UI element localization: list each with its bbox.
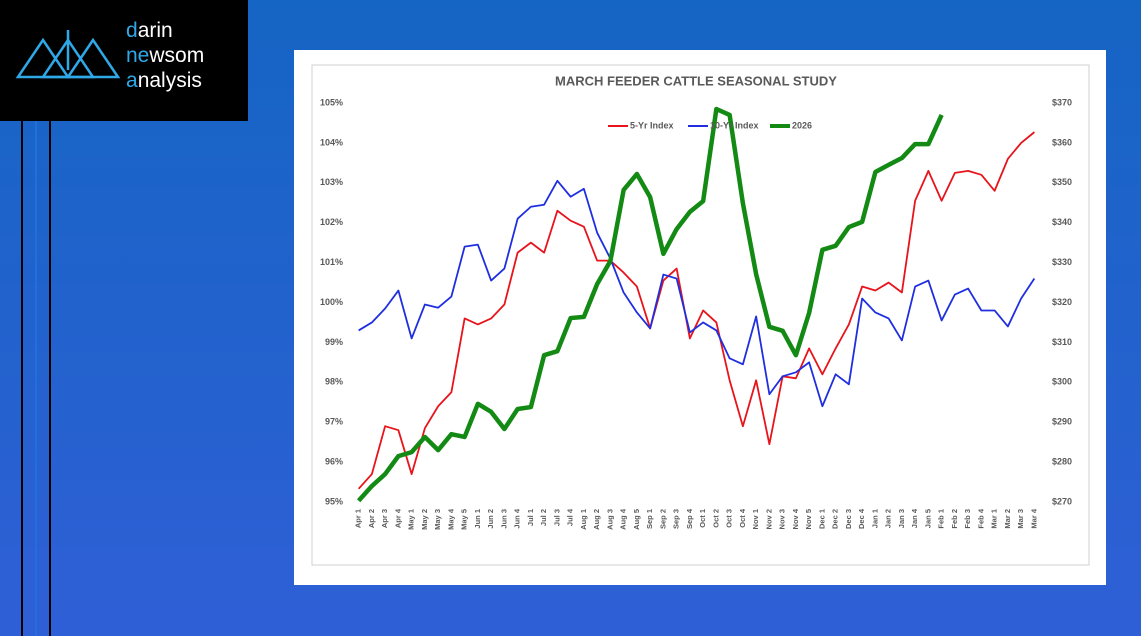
y2-tick-label: $330 — [1052, 257, 1072, 267]
logo-word: ne — [126, 44, 150, 67]
x-tick-label: Mar 1 — [990, 509, 999, 529]
x-tick-label: Oct 1 — [698, 509, 707, 528]
series-line — [356, 106, 944, 503]
x-tick-label: Jul 1 — [526, 509, 535, 526]
y2-tick-label: $300 — [1052, 377, 1072, 387]
x-tick-label: Aug 1 — [579, 509, 588, 530]
legend-label: 2026 — [792, 120, 812, 130]
x-tick-label: Aug 3 — [605, 509, 614, 530]
x-tick-label: Feb 1 — [937, 509, 946, 529]
logo: darin newsom analysis — [0, 0, 248, 121]
legend-label: 5-Yr Index — [630, 120, 674, 130]
x-tick-label: Nov 5 — [804, 509, 813, 529]
x-tick-label: Apr 3 — [380, 509, 389, 528]
y2-tick-label: $320 — [1052, 297, 1072, 307]
y2-tick-label: $290 — [1052, 417, 1072, 427]
x-tick-label: Jun 3 — [499, 509, 508, 529]
y-tick-label: 96% — [325, 456, 343, 466]
x-tick-label: May 2 — [420, 509, 429, 530]
x-tick-label: Jan 1 — [870, 509, 879, 528]
logo-line: darin — [126, 18, 204, 43]
x-tick-label: Aug 4 — [619, 508, 628, 530]
legend-label: 10-Yr Index — [710, 120, 759, 130]
y-tick-label: 101% — [320, 257, 343, 267]
x-tick-label: Sep 1 — [645, 509, 654, 529]
x-tick-label: Feb 4 — [976, 508, 985, 528]
x-tick-label: May 5 — [460, 509, 469, 530]
x-tick-label: Apr 2 — [367, 509, 376, 528]
y-tick-label: 102% — [320, 217, 343, 227]
x-tick-label: Apr 1 — [354, 509, 363, 528]
logo-word: arin — [137, 19, 173, 42]
y-tick-label: 103% — [320, 177, 343, 187]
y-tick-label: 98% — [325, 377, 343, 387]
logo-icon — [15, 30, 121, 79]
y-tick-label: 95% — [325, 496, 343, 506]
logo-word: a — [126, 69, 138, 92]
y2-tick-label: $370 — [1052, 97, 1072, 107]
logo-word: nalysis — [137, 69, 202, 92]
y-tick-label: 105% — [320, 97, 343, 107]
decor-line — [49, 121, 51, 636]
x-tick-label: Jan 4 — [910, 508, 919, 528]
y2-tick-label: $350 — [1052, 177, 1072, 187]
x-tick-label: Feb 2 — [950, 509, 959, 529]
x-tick-label: Jun 4 — [513, 508, 522, 528]
decor-line — [21, 121, 23, 636]
y2-tick-label: $280 — [1052, 456, 1072, 466]
y-tick-label: 99% — [325, 337, 343, 347]
series-line — [357, 131, 1035, 490]
logo-word: d — [126, 19, 138, 42]
x-tick-label: Jan 2 — [884, 509, 893, 528]
x-tick-label: Mar 2 — [1003, 509, 1012, 529]
x-tick-label: May 4 — [446, 508, 455, 530]
x-tick-label: Oct 4 — [738, 508, 747, 528]
x-tick-label: Jul 4 — [566, 508, 575, 526]
x-tick-label: Nov 3 — [778, 509, 787, 529]
y2-tick-label: $270 — [1052, 496, 1072, 506]
x-tick-label: Dec 3 — [844, 509, 853, 529]
logo-text: darin newsom analysis — [126, 18, 204, 93]
x-tick-label: Sep 2 — [658, 509, 667, 529]
x-tick-label: Dec 1 — [817, 509, 826, 529]
x-tick-label: Mar 4 — [1029, 508, 1038, 528]
y2-tick-label: $310 — [1052, 337, 1072, 347]
logo-line: newsom — [126, 43, 204, 68]
logo-line: analysis — [126, 68, 204, 93]
x-tick-label: Sep 3 — [672, 509, 681, 529]
y-tick-label: 104% — [320, 137, 343, 147]
x-tick-label: Aug 2 — [592, 509, 601, 530]
x-tick-label: Nov 4 — [791, 508, 800, 529]
x-tick-label: Sep 4 — [685, 508, 694, 529]
y2-tick-label: $360 — [1052, 137, 1072, 147]
x-tick-label: Jun 1 — [473, 509, 482, 529]
x-tick-label: Mar 3 — [1016, 509, 1025, 529]
x-tick-label: Jul 2 — [539, 509, 548, 526]
x-tick-label: Aug 5 — [632, 509, 641, 530]
y-tick-label: 97% — [325, 417, 343, 427]
x-tick-label: Jul 3 — [552, 509, 561, 526]
x-tick-label: Dec 2 — [831, 509, 840, 529]
x-tick-label: Oct 3 — [725, 509, 734, 528]
x-tick-label: Jun 2 — [486, 509, 495, 529]
series-line — [358, 179, 1036, 408]
chart-title: MARCH FEEDER CATTLE SEASONAL STUDY — [555, 73, 837, 88]
y2-tick-label: $340 — [1052, 217, 1072, 227]
x-tick-label: Oct 2 — [711, 509, 720, 528]
x-tick-label: Jan 3 — [897, 509, 906, 528]
x-tick-label: Nov 1 — [751, 509, 760, 529]
decor-line — [35, 121, 37, 636]
x-tick-label: Apr 4 — [393, 508, 402, 528]
x-tick-label: Jan 5 — [923, 509, 932, 528]
x-tick-label: May 3 — [433, 509, 442, 530]
x-tick-label: May 1 — [407, 509, 416, 530]
logo-word: wsom — [149, 44, 205, 67]
x-tick-label: Dec 4 — [857, 508, 866, 529]
x-tick-label: Nov 2 — [764, 509, 773, 529]
y-tick-label: 100% — [320, 297, 343, 307]
x-tick-label: Feb 3 — [963, 509, 972, 529]
